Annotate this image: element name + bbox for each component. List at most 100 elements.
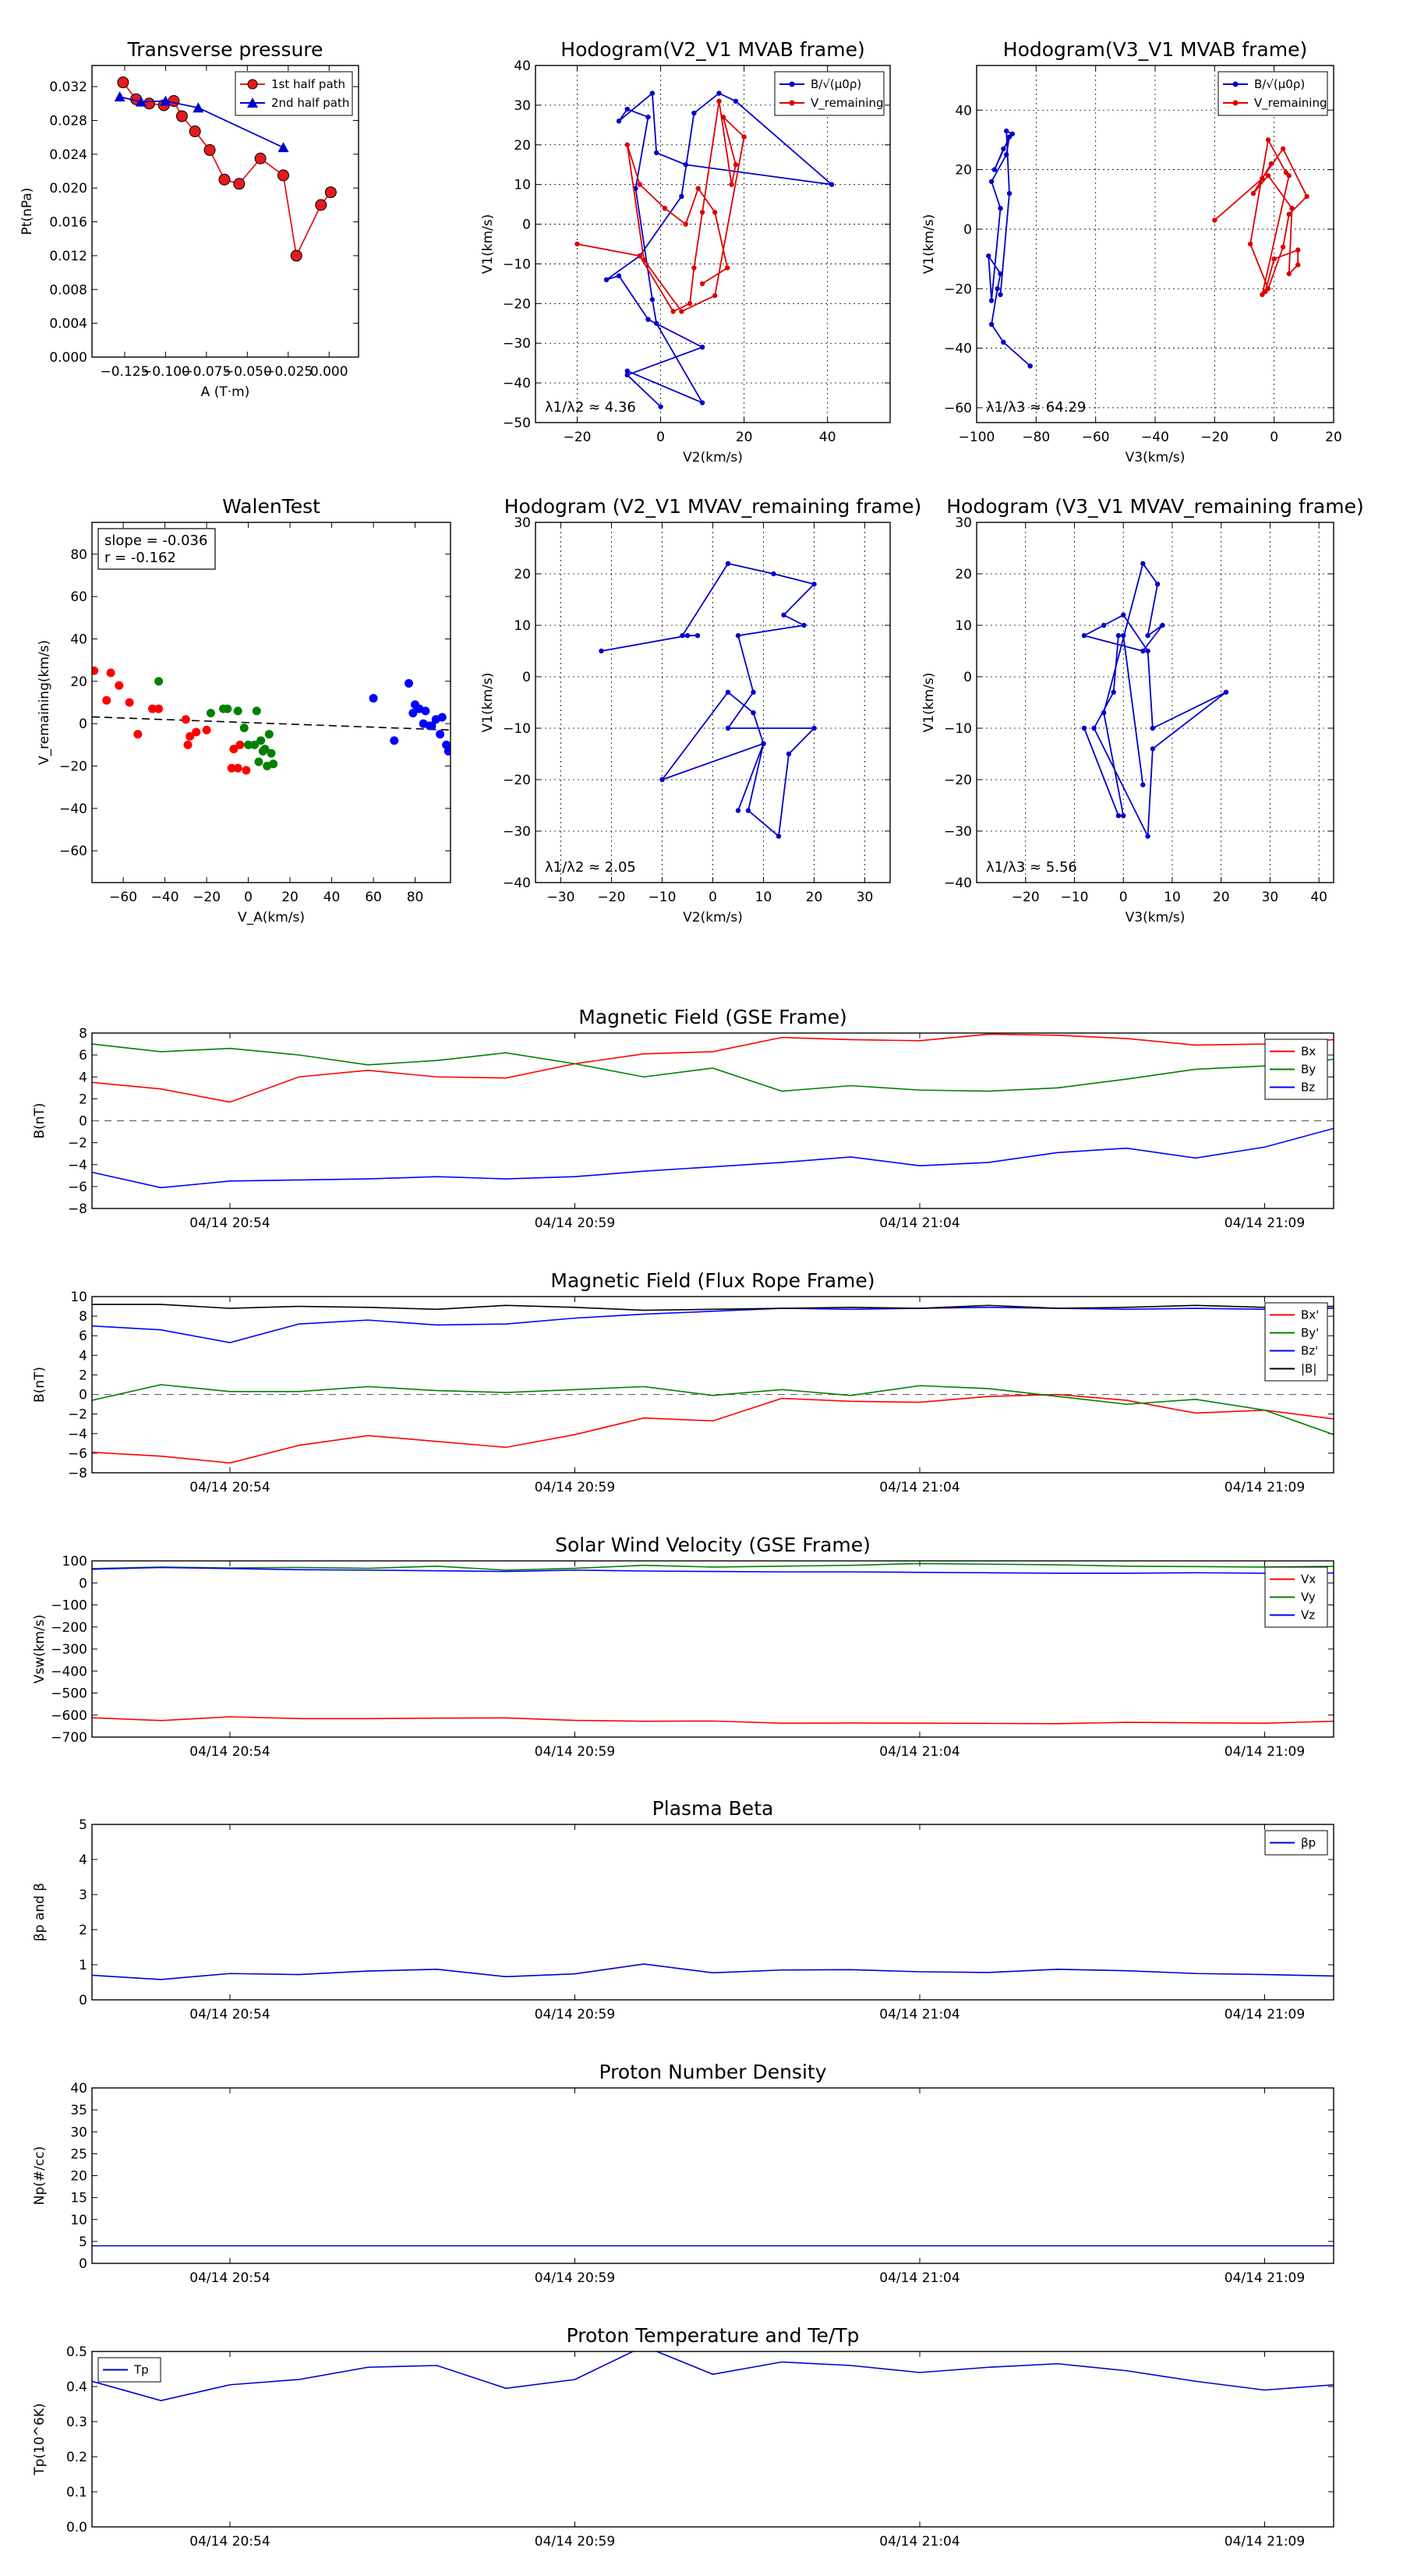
- data-point: [645, 114, 651, 120]
- data-point: [988, 298, 995, 303]
- x-tick-label: 60: [365, 890, 382, 905]
- series-line-V: [1082, 561, 1227, 840]
- y-tick-label: 15: [70, 2191, 87, 2206]
- y-axis-label: V1(km/s): [480, 214, 496, 274]
- y-tick-label: −4: [68, 1427, 87, 1442]
- y-tick-label: −8: [68, 1466, 87, 1481]
- legend: Bx By Bz: [1264, 1039, 1328, 1100]
- y-tick-label: 20: [955, 163, 972, 179]
- y-tick-label: 0.024: [49, 147, 87, 163]
- data-point: [741, 134, 747, 140]
- legend: Bx' By' Bz' |B|: [1264, 1302, 1328, 1382]
- y-tick-label: −20: [59, 759, 87, 775]
- plot-area: [92, 666, 451, 775]
- legend-label: βp: [1301, 1836, 1316, 1850]
- y-tick-label: 2: [79, 1368, 87, 1383]
- data-point: [735, 808, 741, 813]
- y-axis-label: Tp(10^6K): [32, 2403, 48, 2475]
- plot-frame: [91, 65, 359, 358]
- series-line-Vz: [92, 1566, 1334, 1574]
- plot-area: [986, 128, 1309, 369]
- series-line-Vy: [92, 1562, 1334, 1571]
- x-tick-label: 20: [806, 890, 823, 905]
- data-point: [235, 740, 245, 749]
- data-point: [616, 273, 622, 278]
- plot-area: [92, 1304, 1334, 1464]
- data-point: [683, 162, 688, 168]
- y-tick-label: 60: [70, 589, 87, 605]
- y-tick-label: 10: [514, 178, 531, 193]
- data-point: [258, 747, 267, 756]
- legend-box: [1217, 71, 1328, 116]
- data-point: [1295, 247, 1301, 253]
- data-point: [995, 286, 1000, 292]
- y-tick-label: 0.012: [49, 249, 87, 264]
- legend: 1st half path 2nd half path: [235, 71, 353, 116]
- y-tick-label: 0: [79, 1993, 87, 2008]
- legend-label: 2nd half path: [271, 96, 349, 110]
- data-point: [720, 114, 726, 120]
- data-point: [203, 143, 216, 156]
- series-line-V: [601, 562, 816, 838]
- data-point: [1111, 689, 1116, 695]
- data-point: [1001, 146, 1006, 152]
- series-line-βp: [92, 1963, 1334, 1980]
- data-point: [694, 633, 701, 639]
- x-tick-label: 0: [709, 890, 717, 905]
- data-point: [114, 91, 125, 102]
- annotation-text: λ1/λ2 ≈ 2.05: [545, 859, 636, 876]
- legend-marker: [247, 79, 258, 90]
- legend-label: B/√(μ0ρ): [1254, 77, 1305, 91]
- legend-label: Vx: [1301, 1573, 1316, 1587]
- data-point: [1150, 746, 1156, 752]
- data-point: [254, 152, 267, 165]
- y-tick-label: 0: [79, 1114, 87, 1130]
- legend-box: [235, 71, 353, 116]
- y-tick-label: 30: [514, 98, 531, 114]
- data-point: [133, 730, 143, 739]
- data-point: [1268, 161, 1274, 167]
- legend-label: By: [1301, 1063, 1316, 1077]
- chart-p6: Hodogram (V3_V1 MVAV_remaining frame) −40…: [921, 495, 1364, 925]
- x-tick-label: 04/14 20:54: [189, 1480, 270, 1495]
- y-tick-label: −40: [944, 876, 972, 891]
- y-tick-label: 3: [79, 1888, 87, 1903]
- x-tick-label: −80: [1022, 430, 1050, 445]
- fit-line: [91, 716, 451, 731]
- y-tick-label: −20: [503, 773, 531, 788]
- x-tick-label: 20: [736, 430, 753, 445]
- legend-label: Tp: [133, 2363, 149, 2377]
- x-tick-label: −60: [1082, 430, 1110, 445]
- annotation-text: λ1/λ3 ≈ 5.56: [986, 859, 1077, 876]
- data-point: [436, 730, 445, 739]
- y-axis-label: B(nT): [32, 1102, 48, 1138]
- plot-frame: [91, 1560, 1334, 1738]
- annotation-box: [97, 528, 216, 570]
- data-point: [699, 210, 705, 215]
- chart-title: Hodogram (V3_V1 MVAV_remaining frame): [946, 495, 1364, 518]
- annotation-text: λ1/λ3 ≈ 64.29: [986, 399, 1086, 416]
- data-point: [716, 90, 722, 96]
- y-tick-label: −20: [944, 281, 972, 297]
- plot-frame: [91, 1032, 1334, 1209]
- legend-label: B/√(μ0ρ): [811, 77, 861, 91]
- data-point: [154, 704, 164, 713]
- data-point: [725, 265, 730, 271]
- chart-title: Solar Wind Velocity (GSE Frame): [555, 1534, 871, 1556]
- data-point: [712, 292, 718, 299]
- data-point: [239, 724, 249, 733]
- data-point: [716, 98, 722, 104]
- data-point: [691, 110, 697, 116]
- chart-p12: Proton Temperature and Te/Tp 0.0 0.1 0.2 0.3…: [32, 2324, 1334, 2549]
- y-tick-label: 0.2: [66, 2450, 87, 2465]
- y-tick-label: 80: [70, 547, 87, 563]
- data-point: [725, 561, 731, 566]
- y-tick-label: −100: [51, 1598, 87, 1614]
- series-line-V_remaining: [577, 101, 745, 313]
- data-point: [699, 345, 705, 350]
- y-tick-label: 0: [963, 222, 972, 238]
- data-point: [1001, 339, 1006, 345]
- series-line-B/√(μ0ρ): [606, 91, 834, 408]
- data-point: [616, 119, 622, 124]
